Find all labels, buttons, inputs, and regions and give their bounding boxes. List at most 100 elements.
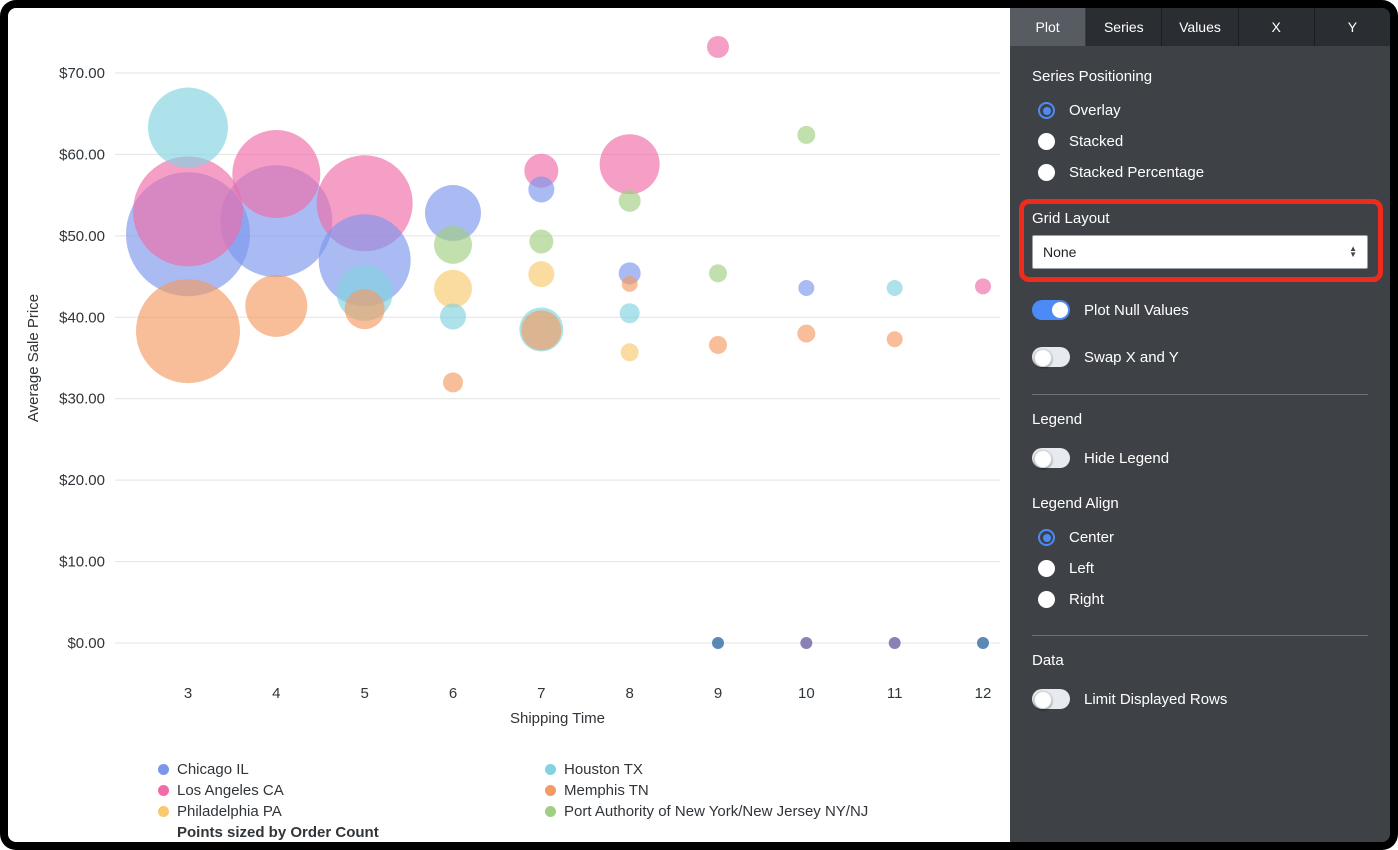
bubble[interactable] (148, 87, 228, 168)
bubble[interactable] (528, 261, 555, 288)
y-tick-label: $40.00 (59, 309, 105, 326)
legend-item-port-authority[interactable]: Port Authority of New York/New Jersey NY… (545, 802, 868, 820)
legend-size-note: Points sized by Order Count (177, 823, 379, 841)
bubble[interactable] (797, 324, 816, 343)
toggle-switch[interactable] (1032, 300, 1070, 320)
bubble[interactable] (232, 129, 321, 218)
y-tick-label: $60.00 (59, 146, 105, 163)
legend-item-philadelphia[interactable]: Philadelphia PA (158, 802, 545, 820)
toggle-plot-null-values[interactable]: Plot Null Values (1032, 293, 1368, 327)
bubble[interactable] (798, 279, 815, 296)
grid-layout-section: Grid Layout None ▲ ▼ (1019, 199, 1383, 282)
grid-layout-select[interactable]: None ▲ ▼ (1032, 235, 1368, 269)
radio-center[interactable]: Center (1032, 522, 1368, 553)
toggle-label: Plot Null Values (1084, 301, 1189, 319)
toggle-switch[interactable] (1032, 347, 1070, 367)
radio-label: Stacked (1069, 133, 1124, 150)
bubble[interactable] (712, 637, 724, 649)
toggle-limit-displayed-rows[interactable]: Limit Displayed Rows (1032, 682, 1368, 716)
toggle-switch[interactable] (1032, 448, 1070, 468)
tab-series[interactable]: Series (1086, 8, 1163, 46)
bubble[interactable] (434, 225, 472, 264)
legend-swatch (545, 763, 556, 775)
bubble[interactable] (425, 185, 481, 242)
tab-values[interactable]: Values (1162, 8, 1239, 46)
chart-pane: $0.00 $10.00 $20.00 $30.00 $40.00 $50.00 $60.0… (8, 8, 1010, 842)
radio-label: Right (1069, 591, 1105, 608)
y-tick-label: $20.00 (59, 472, 105, 489)
radio-stacked-percentage[interactable]: Stacked Percentage (1032, 157, 1368, 188)
data-section-title: Data (1032, 635, 1368, 669)
legend-label: Los Angeles CA (177, 781, 284, 799)
tab-y[interactable]: Y (1347, 19, 1358, 35)
bubble[interactable] (443, 372, 463, 393)
y-tick-label: $30.00 (59, 391, 105, 408)
x-tick-label: 3 (184, 685, 192, 702)
bubble[interactable] (709, 264, 727, 283)
legend-label: Philadelphia PA (177, 802, 282, 820)
bubble[interactable] (524, 153, 559, 188)
x-axis-title: Shipping Time (510, 710, 605, 727)
bubble[interactable] (133, 156, 243, 267)
legend-label: Port Authority of New York/New Jersey NY… (564, 802, 869, 820)
legend-swatch (545, 805, 556, 817)
legend-item-houston[interactable]: Houston TX (545, 760, 868, 778)
bubble[interactable] (886, 331, 903, 348)
legend-section-title: Legend (1032, 394, 1368, 428)
bubble[interactable] (528, 176, 555, 203)
legend-item-chicago[interactable]: Chicago IL (158, 760, 545, 778)
legend-swatch (158, 763, 169, 775)
bubble[interactable] (620, 343, 639, 362)
bubble[interactable] (975, 278, 991, 295)
legend-item-memphis[interactable]: Memphis TN (545, 781, 868, 799)
grid-layout-title: Grid Layout (1032, 210, 1110, 227)
legend-label: Chicago IL (177, 760, 249, 778)
radio-right[interactable]: Right (1032, 584, 1368, 615)
legend-column-right: Houston TX Memphis TN Port Authority of … (545, 760, 868, 841)
y-axis-title: Average Sale Price (25, 294, 42, 422)
toggle-hide-legend[interactable]: Hide Legend (1032, 441, 1368, 475)
bubble[interactable] (434, 269, 472, 308)
series-positioning-title: Series Positioning (1032, 68, 1153, 85)
radio-icon (1038, 133, 1055, 150)
bubble[interactable] (977, 637, 989, 649)
bubble[interactable] (709, 335, 727, 354)
toggle-swap-x-y[interactable]: Swap X and Y (1032, 340, 1368, 374)
radio-icon (1038, 529, 1055, 546)
radio-icon (1038, 164, 1055, 181)
radio-label: Stacked Percentage (1069, 164, 1205, 181)
legend-label: Memphis TN (564, 781, 649, 799)
bubble[interactable] (440, 303, 466, 330)
radio-overlay[interactable]: Overlay (1032, 95, 1368, 126)
toggle-switch[interactable] (1032, 689, 1070, 709)
x-tick-label: 4 (272, 685, 280, 702)
legend-item-los-angeles[interactable]: Los Angeles CA (158, 781, 545, 799)
settings-content: Series Positioning Overlay Stacked Stack… (1010, 46, 1390, 716)
x-tick-label: 5 (360, 685, 368, 702)
bubble[interactable] (797, 125, 816, 144)
bubble[interactable] (621, 275, 638, 292)
toggle-label: Hide Legend (1084, 449, 1170, 467)
x-tick-label: 8 (625, 685, 633, 702)
bubble[interactable] (707, 35, 729, 58)
y-tick-label: $50.00 (59, 228, 105, 245)
bubble[interactable] (618, 189, 641, 212)
x-tick-label: 7 (537, 685, 545, 702)
bubble[interactable] (529, 229, 554, 254)
bubble[interactable] (599, 134, 660, 195)
bubble[interactable] (888, 637, 901, 649)
bubble[interactable] (136, 279, 240, 384)
select-updown-icon: ▲ ▼ (1349, 244, 1357, 259)
tab-x[interactable]: X (1239, 8, 1315, 46)
bubble[interactable] (886, 279, 903, 296)
bubble[interactable] (619, 303, 640, 324)
bubble[interactable] (800, 637, 813, 649)
bubble[interactable] (245, 274, 308, 337)
tab-plot[interactable]: Plot (1010, 8, 1087, 46)
settings-tabs: Plot Series Values X Y (1010, 8, 1390, 46)
radio-stacked[interactable]: Stacked (1032, 126, 1368, 157)
legend-swatch (545, 784, 556, 796)
bubble[interactable] (521, 310, 562, 351)
bubble[interactable] (344, 289, 385, 330)
radio-left[interactable]: Left (1032, 553, 1368, 584)
